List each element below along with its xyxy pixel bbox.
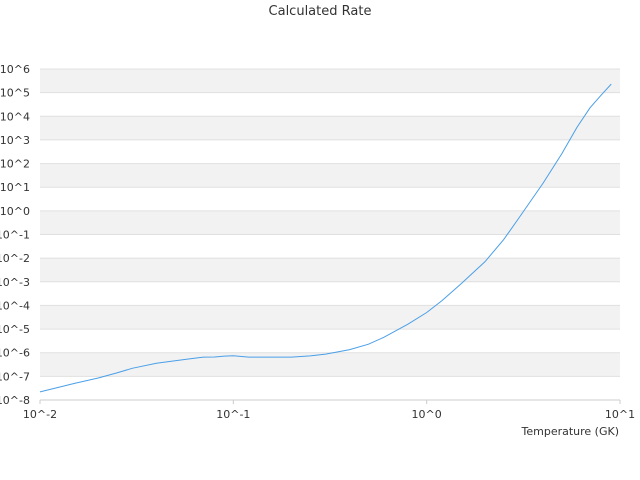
grid-band bbox=[40, 258, 620, 282]
grid-band bbox=[40, 352, 620, 377]
y-tick-label: 10^1 bbox=[0, 181, 30, 194]
y-axis: 10^-8 10^-7 10^-6 10^-5 10^-4 10^-3 10^-2 10^-1… bbox=[0, 63, 30, 407]
x-tick-label: 10^-2 bbox=[23, 408, 57, 421]
x-axis: 10^-2 10^-1 10^0 10^1 bbox=[23, 400, 635, 421]
grid-lines bbox=[40, 68, 620, 401]
y-tick-label: 10^-7 bbox=[0, 370, 30, 383]
x-tick-label: 10^1 bbox=[605, 408, 635, 421]
y-tick-label: 10^-1 bbox=[0, 229, 30, 242]
x-tick-label: 10^-1 bbox=[216, 408, 250, 421]
grid-band bbox=[40, 116, 620, 140]
y-tick-label: 10^-5 bbox=[0, 323, 30, 336]
grid-band bbox=[40, 163, 620, 188]
x-tick-label: 10^0 bbox=[412, 408, 442, 421]
y-tick-label: 10^-2 bbox=[0, 252, 30, 265]
grid-bands bbox=[40, 69, 620, 377]
grid-band bbox=[40, 305, 620, 330]
chart-title: Calculated Rate bbox=[268, 4, 372, 19]
y-tick-label: 10^5 bbox=[0, 87, 30, 100]
y-tick-label: 10^-4 bbox=[0, 299, 30, 312]
y-tick-label: 10^6 bbox=[0, 63, 30, 76]
series-line bbox=[39, 83, 612, 393]
y-tick-label: 10^4 bbox=[0, 110, 30, 123]
y-tick-label: 10^3 bbox=[0, 134, 30, 147]
y-tick-label: 10^-8 bbox=[0, 394, 30, 407]
y-tick-label: 10^-6 bbox=[0, 347, 30, 360]
grid-band bbox=[40, 69, 620, 93]
grid-band bbox=[40, 210, 620, 235]
y-tick-label: 10^0 bbox=[0, 205, 30, 218]
y-tick-label: 10^-3 bbox=[0, 276, 30, 289]
x-axis-title: Temperature (GK) bbox=[521, 425, 620, 438]
y-tick-label: 10^2 bbox=[0, 158, 30, 171]
